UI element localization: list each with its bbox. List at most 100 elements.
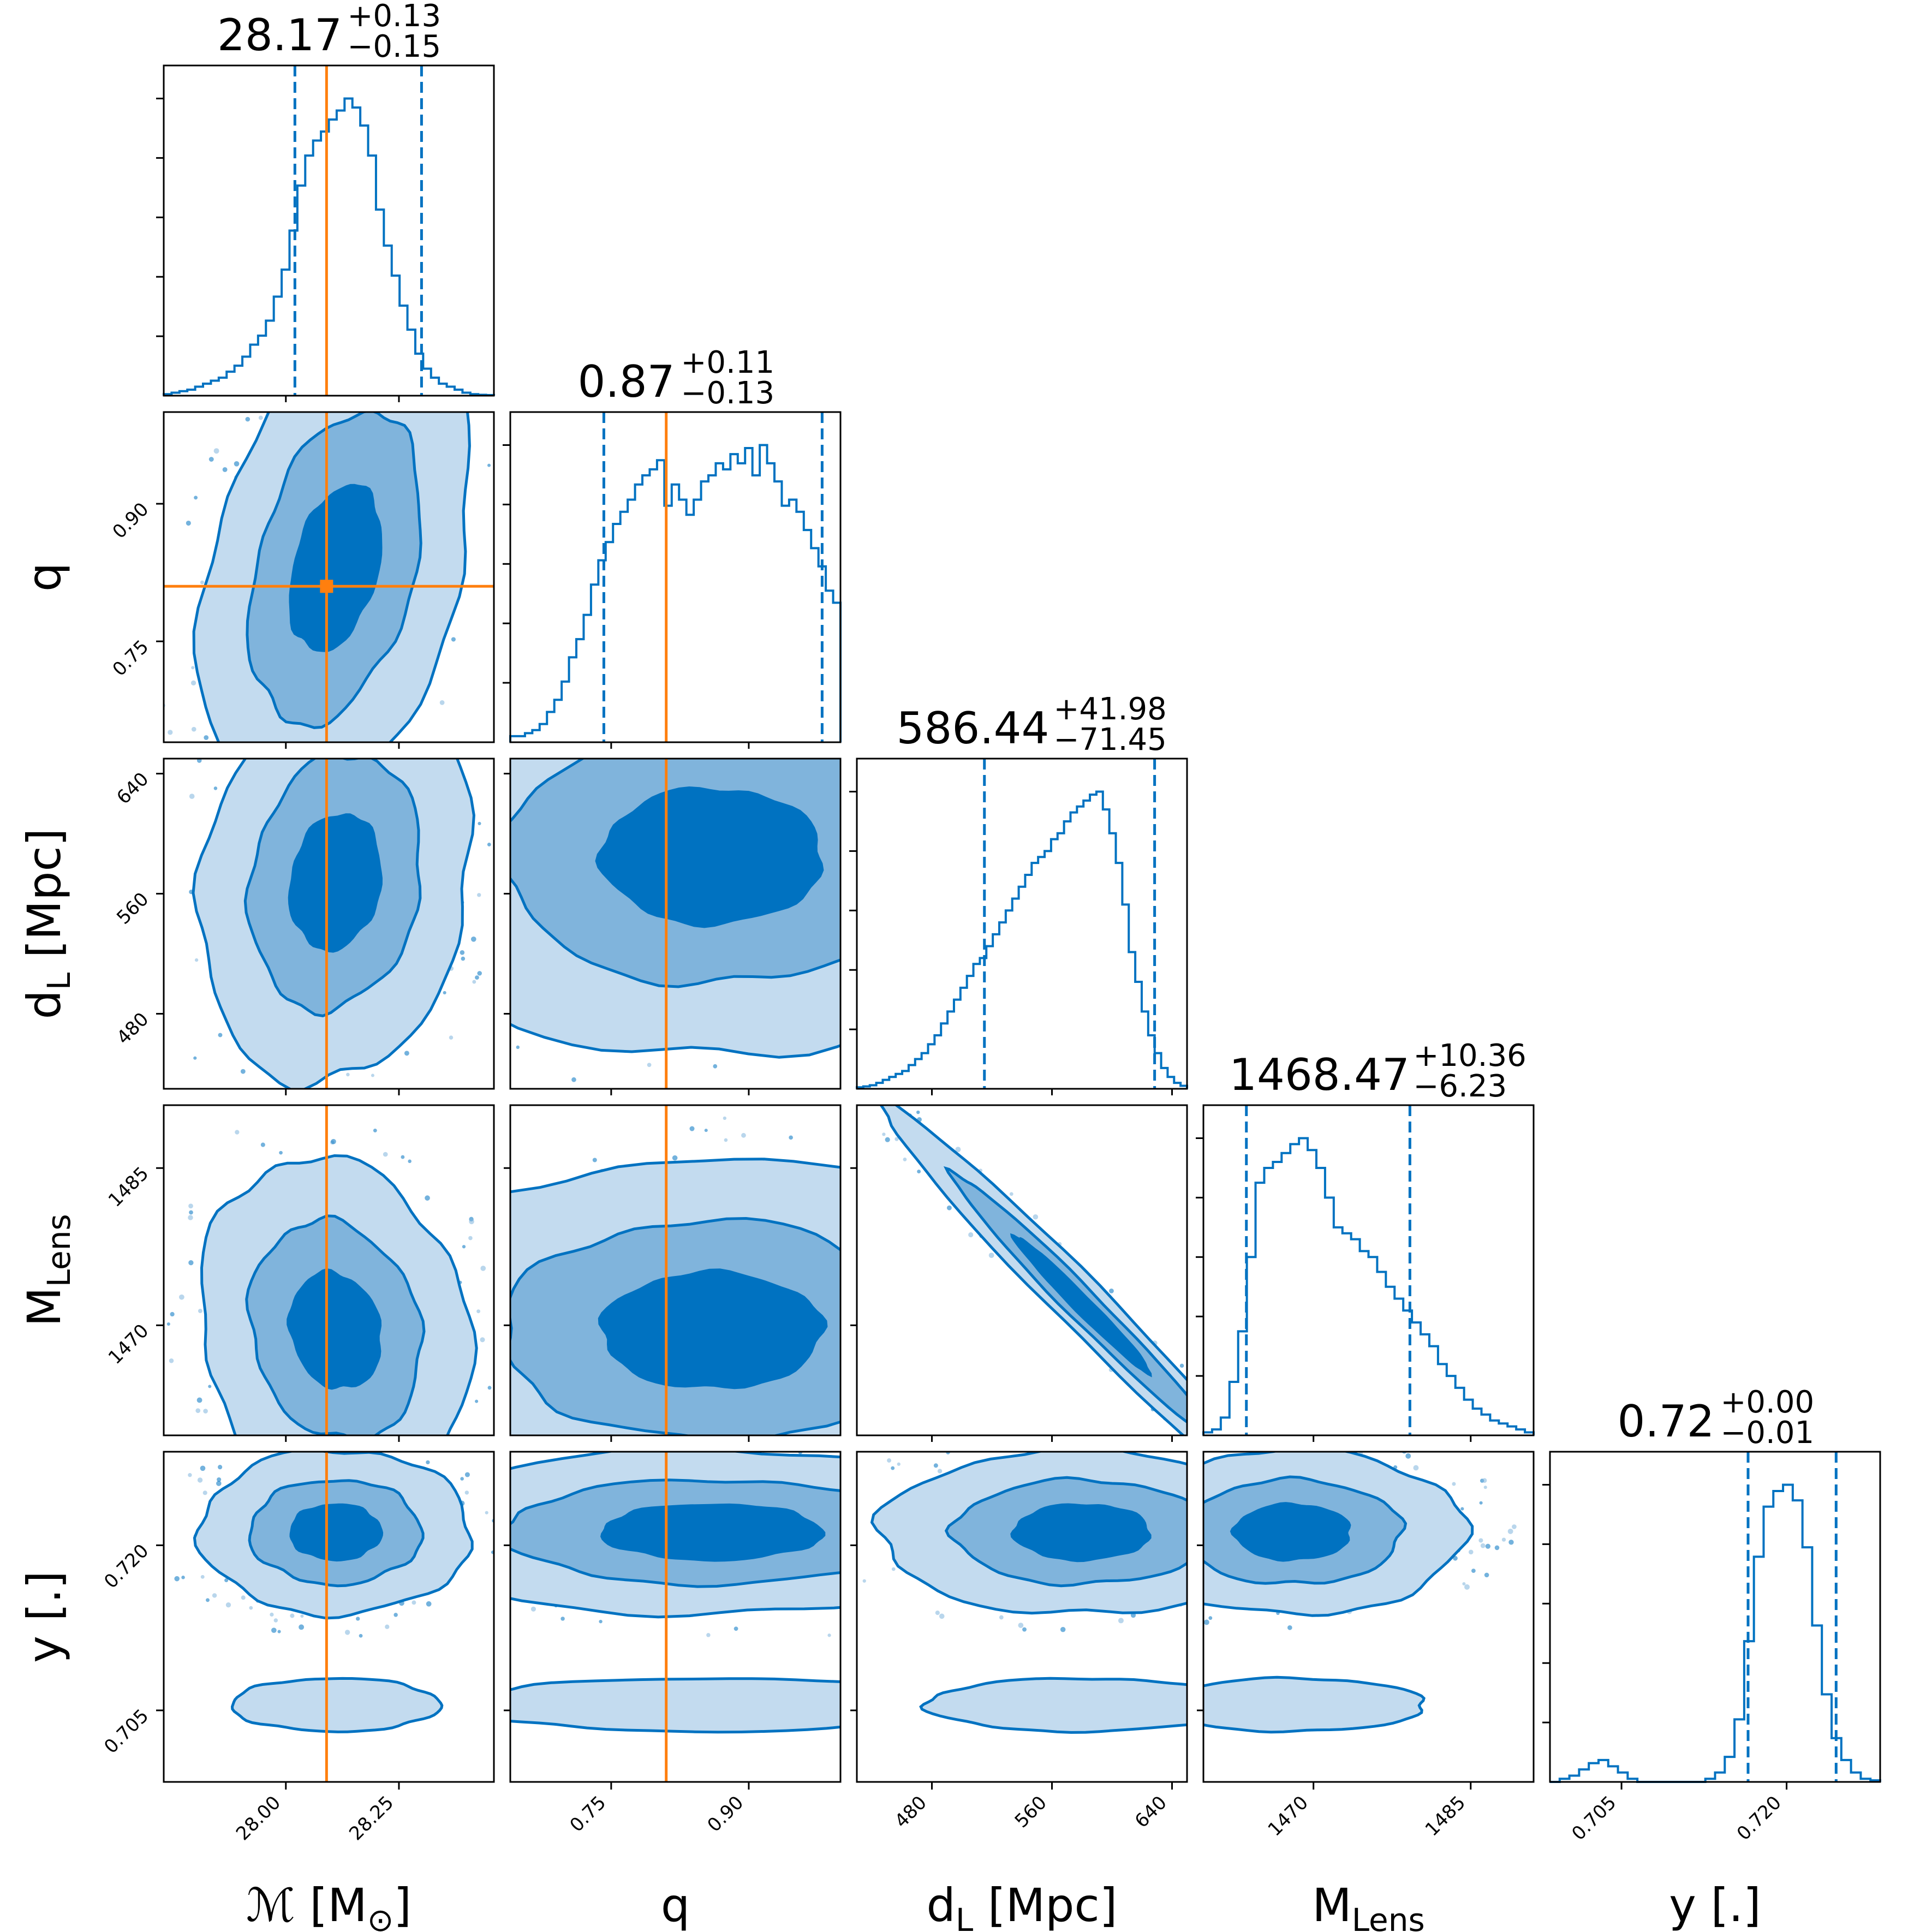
- sample-point: [957, 699, 962, 703]
- sample-point: [1013, 955, 1018, 960]
- title-plus: +0.11: [681, 345, 775, 380]
- sample-point: [792, 638, 796, 642]
- sample-point: [184, 812, 188, 816]
- sample-point: [862, 1483, 866, 1487]
- sample-point: [1118, 1618, 1124, 1624]
- sample-point: [196, 1397, 202, 1403]
- title-value: 0.72: [1617, 1396, 1714, 1447]
- sample-point: [1009, 1192, 1013, 1196]
- sample-point: [852, 1536, 856, 1541]
- x-axis-label-Mc: ℳ [M⊙]: [246, 1879, 412, 1932]
- sample-point: [1050, 1353, 1054, 1358]
- sample-point: [404, 1051, 409, 1056]
- sample-point: [190, 680, 196, 686]
- sample-point: [460, 1477, 464, 1481]
- sample-point: [713, 1064, 718, 1069]
- sample-point: [734, 1626, 738, 1631]
- contour-panel-MLens-vs-dL: [856, 1090, 1249, 1446]
- hist-panel-q: [503, 411, 842, 743]
- sample-point: [869, 1023, 873, 1027]
- sample-point: [1208, 1616, 1213, 1620]
- sample-point: [917, 1170, 921, 1173]
- sample-point: [1075, 1445, 1079, 1450]
- sample-point: [1081, 1424, 1084, 1427]
- contour-panel-dL-vs-q: [435, 638, 1105, 1102]
- sample-point: [475, 1195, 480, 1201]
- sample-point: [885, 1137, 890, 1142]
- sample-point: [826, 1099, 830, 1102]
- sample-point: [887, 1458, 891, 1463]
- sample-point: [1508, 1540, 1514, 1545]
- title-Mc: 28.17 +0.13−0.15: [217, 0, 441, 64]
- sample-point: [968, 1232, 974, 1238]
- sample-point: [200, 1575, 205, 1579]
- sample-point: [213, 786, 218, 790]
- sample-point: [204, 761, 207, 765]
- sample-point: [643, 1438, 648, 1442]
- sample-point: [896, 695, 900, 700]
- y-tick-label-y: 0.720: [100, 1540, 153, 1593]
- sample-point: [1019, 844, 1023, 848]
- sample-point: [412, 1600, 416, 1605]
- sample-point: [549, 641, 554, 646]
- y-tick-label-q: 0.75: [109, 636, 153, 681]
- sample-point: [356, 1617, 360, 1621]
- sample-point: [1029, 683, 1035, 688]
- sample-point: [188, 1203, 193, 1209]
- sample-point: [449, 1035, 454, 1040]
- title-MLens: 1468.47 +10.36−6.23: [1229, 1038, 1526, 1104]
- sample-point: [895, 1090, 899, 1095]
- sample-point: [1025, 806, 1029, 809]
- sample-point: [897, 1462, 901, 1466]
- sample-point: [191, 726, 196, 732]
- sample-point: [827, 1633, 831, 1637]
- sample-point: [516, 1045, 520, 1050]
- panel-frame: [509, 758, 842, 1090]
- sample-point: [260, 1142, 265, 1147]
- sample-point: [1287, 1625, 1292, 1630]
- sample-point: [502, 1524, 505, 1527]
- sample-point: [895, 1137, 899, 1141]
- title-minus: −0.15: [348, 29, 442, 64]
- sample-point: [1100, 851, 1105, 856]
- sample-point: [435, 1023, 438, 1026]
- title-minus: −71.45: [1054, 722, 1167, 758]
- sample-point: [992, 1259, 996, 1263]
- sample-point: [469, 1219, 474, 1225]
- panel-frame: [163, 758, 495, 1090]
- secondary-mode-contour: [1203, 1675, 1426, 1734]
- y-axis-label-q: q: [17, 563, 71, 592]
- title-minus: −6.23: [1414, 1069, 1507, 1104]
- sample-point: [937, 1469, 943, 1474]
- sample-point: [259, 1446, 264, 1451]
- sample-point: [560, 1617, 565, 1621]
- sample-point: [1133, 1441, 1137, 1446]
- panel-frame: [163, 1104, 495, 1436]
- truth-marker: [320, 580, 333, 593]
- sample-point: [475, 1399, 479, 1403]
- x-axis-label-MLens: MLens: [1312, 1879, 1424, 1932]
- sample-point: [472, 980, 476, 984]
- y-tick-label-MLens: 1485: [104, 1162, 153, 1211]
- title-plus: +0.00: [1721, 1385, 1815, 1420]
- sample-point: [1404, 1441, 1409, 1446]
- sample-point: [988, 1253, 994, 1259]
- title-dL: 586.44 +41.98−71.45: [897, 691, 1167, 758]
- sample-point: [398, 1100, 403, 1105]
- sample-point: [218, 1033, 223, 1037]
- sample-point: [592, 1158, 597, 1162]
- sample-point: [702, 1438, 706, 1441]
- frame-MLens: [1202, 1104, 1535, 1436]
- panel-frame: [509, 1104, 842, 1436]
- sample-point: [884, 1128, 887, 1131]
- x-tick-label-MLens: 1485: [1421, 1792, 1470, 1840]
- contour-panel-MLens-vs-q: [475, 1104, 1054, 1487]
- contour-level-1: [600, 1503, 826, 1562]
- x-tick-label-q: 0.90: [703, 1792, 748, 1836]
- contour-panel-y-vs-MLens: [1202, 1441, 1535, 1783]
- panel-frame: [509, 1451, 842, 1783]
- panel-frame: [856, 1104, 1188, 1436]
- sample-point: [461, 956, 466, 961]
- sample-point: [1245, 1442, 1249, 1446]
- sample-point: [277, 1630, 281, 1633]
